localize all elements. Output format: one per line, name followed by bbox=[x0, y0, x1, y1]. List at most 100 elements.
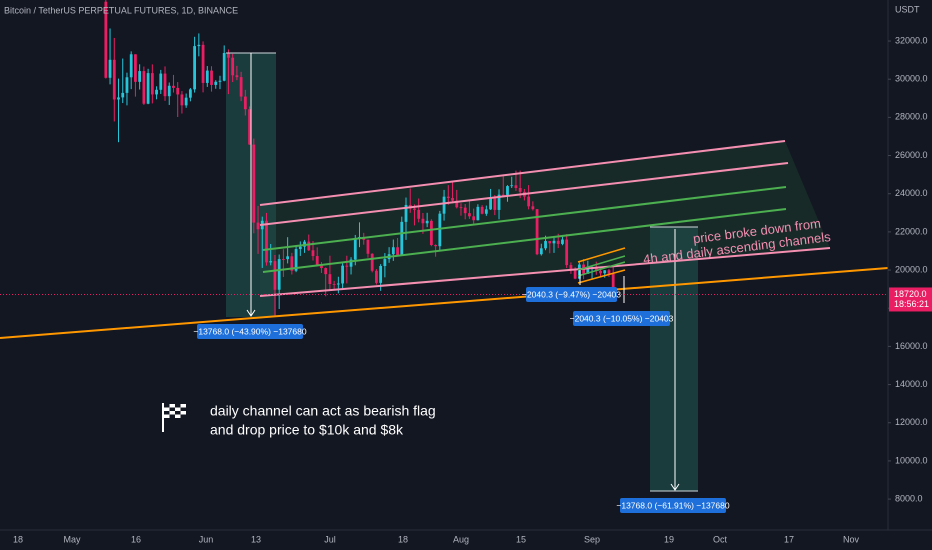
candle-body bbox=[565, 239, 569, 266]
candle-body bbox=[573, 269, 577, 279]
x-tick-label: Jul bbox=[324, 534, 336, 544]
candle-body bbox=[548, 241, 552, 244]
candle-body bbox=[421, 218, 425, 224]
channel-line bbox=[259, 247, 831, 297]
x-tick-label: Nov bbox=[843, 534, 860, 544]
candle-body bbox=[108, 59, 112, 78]
y-tick-label: 12000.0 bbox=[895, 417, 928, 427]
candle-body bbox=[425, 220, 429, 224]
candle-body bbox=[231, 57, 235, 76]
measure-label-bg bbox=[197, 324, 303, 339]
candle-body bbox=[167, 85, 171, 97]
small-channel bbox=[577, 269, 626, 284]
candle-body bbox=[134, 54, 137, 82]
measure-label-bg bbox=[526, 287, 617, 302]
candle-body bbox=[307, 241, 311, 251]
candle-body bbox=[611, 273, 615, 295]
candle-body bbox=[282, 259, 285, 260]
candle-body bbox=[493, 197, 497, 210]
candle-body bbox=[273, 261, 277, 290]
small-channel bbox=[577, 247, 626, 263]
chart-title: Bitcoin / TetherUS PERPETUAL FUTURES, 1D… bbox=[4, 5, 238, 15]
countdown: 18:56:21 bbox=[894, 299, 929, 309]
candle-body bbox=[501, 194, 505, 196]
trend-line bbox=[0, 267, 889, 339]
candle-body bbox=[311, 250, 315, 257]
candle-body bbox=[484, 209, 488, 214]
candle-body bbox=[332, 284, 336, 285]
candle-body bbox=[248, 109, 251, 145]
candle-body bbox=[265, 220, 268, 263]
arrow-head bbox=[246, 309, 256, 317]
candle-body bbox=[586, 269, 590, 274]
x-tick-label: 13 bbox=[251, 534, 261, 544]
candle-body bbox=[210, 70, 213, 85]
candle-body bbox=[298, 246, 302, 250]
candle-body bbox=[159, 73, 163, 90]
candle-body bbox=[129, 54, 133, 78]
y-tick-label: 8000.0 bbox=[895, 493, 923, 503]
candle-body bbox=[535, 209, 539, 255]
candle-body bbox=[400, 221, 404, 256]
y-tick-label: 10000.0 bbox=[895, 455, 928, 465]
candle-body bbox=[345, 265, 349, 267]
candle-body bbox=[552, 240, 556, 244]
measure-label: −13768.0 (−43.90%) −137680 bbox=[193, 326, 306, 336]
candle-body bbox=[227, 53, 230, 58]
channel-line bbox=[262, 186, 787, 251]
candle-body bbox=[112, 59, 116, 100]
candle-body bbox=[446, 196, 450, 199]
candle-body bbox=[341, 265, 344, 284]
y-tick-label: 26000.0 bbox=[895, 150, 928, 160]
candle-body bbox=[235, 75, 239, 78]
small-channel bbox=[577, 255, 626, 271]
candle-body bbox=[320, 264, 323, 269]
candle-body bbox=[514, 185, 518, 188]
candle-body bbox=[205, 70, 209, 83]
candle-body bbox=[336, 283, 340, 285]
x-tick-label: May bbox=[63, 534, 81, 544]
y-tick-label: 14000.0 bbox=[895, 379, 928, 389]
candle-body bbox=[455, 200, 459, 208]
y-tick-label: 20000.0 bbox=[895, 264, 928, 274]
candle-body bbox=[506, 186, 509, 195]
candle-body bbox=[434, 245, 438, 247]
x-tick-label: 17 bbox=[784, 534, 794, 544]
candle-body bbox=[383, 259, 387, 267]
y-tick-label: 32000.0 bbox=[895, 35, 928, 45]
arrow-head bbox=[670, 483, 680, 491]
measure-label-bg bbox=[620, 498, 726, 513]
candle-body bbox=[438, 213, 442, 247]
candle-body bbox=[294, 249, 298, 271]
candle-body bbox=[188, 89, 192, 98]
candle-body bbox=[561, 239, 564, 244]
candle-body bbox=[104, 1, 108, 78]
candle-body bbox=[577, 264, 581, 279]
candle-body bbox=[277, 259, 281, 290]
measure-box bbox=[650, 227, 698, 491]
candle-body bbox=[239, 77, 243, 97]
candle-body bbox=[442, 196, 446, 214]
candle-body bbox=[290, 256, 294, 271]
price-tag bbox=[889, 287, 932, 312]
candle-body bbox=[569, 265, 573, 270]
candle-body bbox=[366, 239, 370, 254]
channel-line bbox=[259, 140, 786, 206]
candle-body bbox=[599, 271, 602, 274]
candle-body bbox=[146, 73, 150, 104]
price-axis bbox=[888, 0, 932, 550]
small-channel bbox=[577, 261, 626, 277]
flag-icon bbox=[162, 403, 186, 432]
candle-body bbox=[404, 204, 408, 222]
channel-line bbox=[262, 208, 787, 273]
candle-body bbox=[518, 187, 522, 192]
candle-body bbox=[531, 206, 535, 210]
y-tick-label: 24000.0 bbox=[895, 188, 928, 198]
channel-line bbox=[259, 162, 789, 226]
candle-body bbox=[472, 216, 476, 221]
candle-body bbox=[328, 274, 332, 285]
measure-label: −2040.3 (−10.05%) −20403 bbox=[570, 313, 674, 323]
candle-body bbox=[197, 44, 201, 47]
candle-body bbox=[391, 247, 395, 255]
x-tick-label: Sep bbox=[584, 534, 600, 544]
